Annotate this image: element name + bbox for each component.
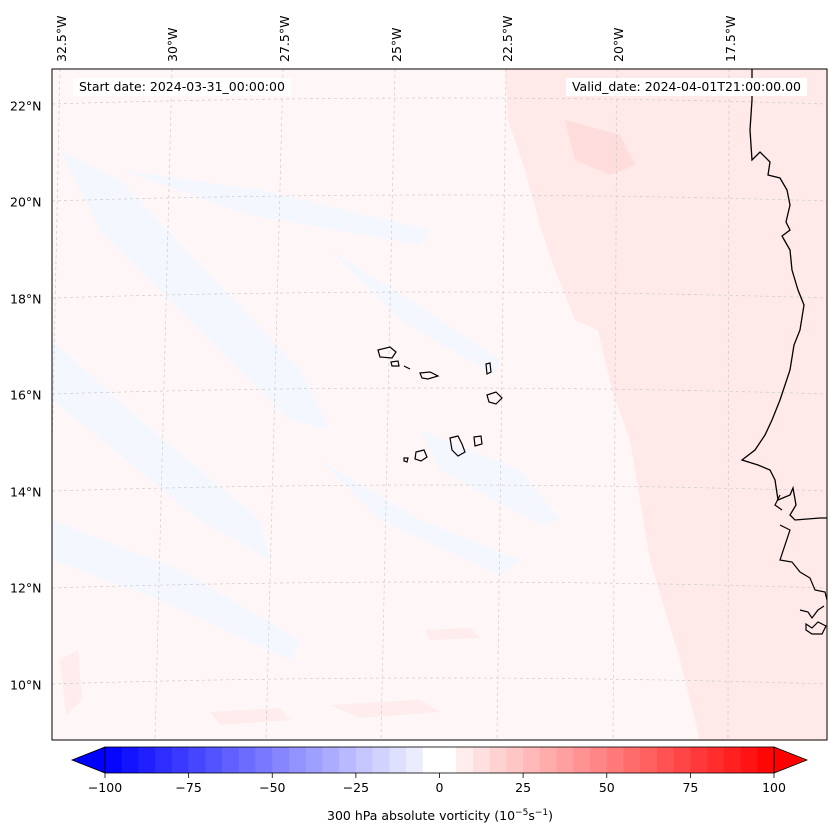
colorbar-tick-label: −100	[87, 780, 123, 795]
island-santa-luzia	[403, 365, 411, 370]
colorbar-min-extension	[70, 746, 106, 774]
negative-streak	[60, 150, 330, 430]
colorbar-segment	[506, 747, 524, 773]
colorbar-tick-label: −25	[342, 780, 370, 795]
colorbar-segment	[523, 747, 541, 773]
colorbar-segment	[389, 747, 407, 773]
colorbar-segment	[288, 747, 307, 773]
valid-date-label: Valid_date: 2024-04-01T21:00:00.00	[565, 78, 807, 96]
colorbar-segment	[355, 747, 373, 773]
colorbar-segment	[138, 747, 156, 773]
colorbar-tick-label: 100	[762, 780, 786, 795]
colorbar-segment	[640, 747, 658, 773]
colorbar-segment	[171, 747, 189, 773]
colorbar-segment	[656, 747, 674, 773]
island-santo-antao	[377, 346, 397, 359]
lat-label: 18°N	[10, 291, 42, 307]
colorbar-tick-label: 75	[682, 780, 699, 795]
island-boa-vista	[486, 391, 503, 405]
colorbar-segment	[539, 747, 557, 773]
colorbar-segment	[255, 747, 273, 773]
island-sao-vicente	[390, 360, 400, 367]
island-fogo	[414, 449, 428, 462]
colorbar-segment	[556, 747, 574, 773]
island-sao-nicolau	[419, 371, 440, 380]
colorbar-segment	[188, 747, 206, 773]
colorbar-segment	[757, 747, 775, 773]
colorbar-segment	[155, 747, 173, 773]
lat-label: 12°N	[10, 580, 42, 596]
colorbar-segment	[322, 747, 340, 773]
colorbar-segment	[740, 747, 758, 773]
colorbar-segment	[673, 747, 691, 773]
colorbar-segment	[707, 747, 725, 773]
colorbar-tick-label: 50	[598, 780, 615, 795]
negative-streak	[52, 340, 270, 560]
colorbar-segment	[456, 747, 474, 773]
colorbar-label: 300 hPa absolute vorticity (10−5s−1)	[326, 808, 554, 824]
colorbar-segment	[590, 747, 608, 773]
colorbar-segment	[439, 747, 457, 773]
island-santiago	[449, 435, 466, 457]
positive-vorticity-region	[505, 69, 827, 740]
positive-streak	[330, 700, 440, 718]
colorbar-segment	[472, 747, 490, 773]
colorbar-segment	[372, 747, 390, 773]
colorbar-segment	[422, 747, 440, 773]
island-sal	[485, 362, 492, 375]
african-coastline	[740, 69, 827, 521]
colorbar-segment	[222, 747, 240, 773]
colorbar-segment	[623, 747, 641, 773]
positive-vorticity-core	[565, 120, 635, 175]
colorbar-max-extension	[773, 746, 809, 774]
cape-verde-islands	[377, 346, 503, 463]
positive-streak	[210, 708, 290, 725]
colorbar-segment	[573, 747, 591, 773]
lat-label: 14°N	[10, 484, 42, 500]
negative-streak	[52, 520, 300, 660]
colorbar-tick-label: 25	[515, 780, 532, 795]
colorbar-segment	[121, 747, 139, 773]
colorbar-segments	[105, 747, 775, 773]
lat-label: 20°N	[10, 194, 42, 210]
start-date-label: Start date: 2024-03-31_00:00:00	[73, 78, 291, 96]
lat-label: 16°N	[10, 387, 42, 403]
positive-streak	[425, 628, 480, 640]
positive-streak	[60, 650, 82, 715]
negative-streak	[330, 250, 500, 375]
colorbar-segment	[406, 747, 424, 773]
colorbar-segment	[606, 747, 624, 773]
colorbar-segment	[339, 747, 357, 773]
colorbar-segment	[690, 747, 708, 773]
colorbar-segment	[105, 747, 123, 773]
colorbar-segment	[723, 747, 741, 773]
colorbar-tick-label: −50	[259, 780, 286, 795]
colorbar-segment	[305, 747, 323, 773]
african-coastline-south	[774, 494, 827, 635]
negative-streak	[120, 170, 430, 245]
lat-label: 10°N	[10, 677, 42, 693]
lat-label: 22°N	[10, 98, 42, 114]
map-frame	[51, 68, 828, 741]
colorbar-segment	[238, 747, 256, 773]
graticule	[52, 69, 827, 740]
colorbar-segment	[489, 747, 507, 773]
colorbar-segment	[205, 747, 223, 773]
island-maio	[473, 435, 483, 447]
colorbar-segment	[272, 747, 290, 773]
colorbar-tick-label: −75	[175, 780, 202, 795]
island-brava	[403, 457, 409, 463]
colorbar-tick-label: 0	[435, 780, 444, 795]
negative-streak	[320, 460, 520, 575]
